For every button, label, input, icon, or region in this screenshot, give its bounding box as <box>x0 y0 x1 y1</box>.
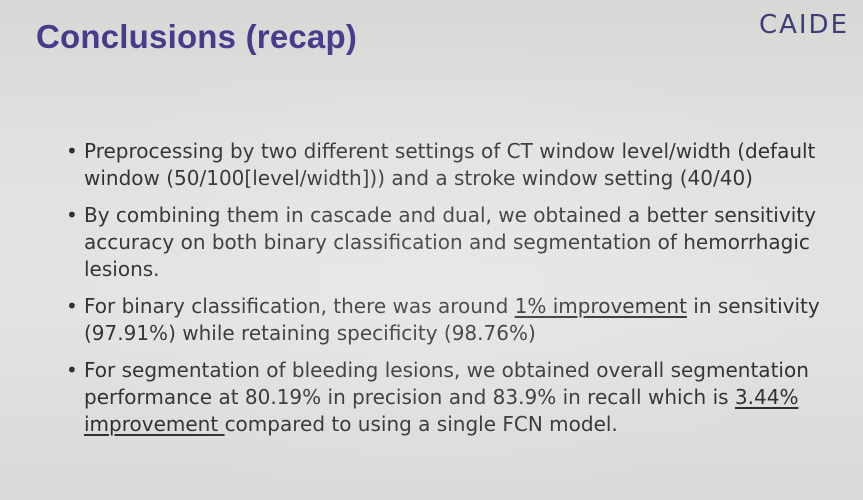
bullet-text: Preprocessing by two different settings … <box>84 139 816 190</box>
bullet-text-before: For binary classification, there was aro… <box>84 294 515 318</box>
bullet-text-after: in sensitivity (97.91%) while retaining … <box>84 294 820 345</box>
slide-title: Conclusions (recap) <box>36 18 358 55</box>
bullet-cascade-dual: By combining them in cascade and dual, w… <box>66 202 826 283</box>
bullet-binary-classification: For binary classification, there was aro… <box>66 293 826 347</box>
bullet-text-after: compared to using a single FCN model. <box>224 412 618 436</box>
caide-logo: CAIDE <box>758 10 849 40</box>
highlight-improvement: 3.44% improvement <box>84 385 799 436</box>
highlight-improvement: 1% improvement <box>514 294 687 318</box>
conclusions-list: Preprocessing by two different settings … <box>66 138 826 448</box>
bullet-preprocessing: Preprocessing by two different settings … <box>66 138 826 192</box>
bullet-segmentation: For segmentation of bleeding lesions, we… <box>66 357 826 438</box>
bullet-text-before: For segmentation of bleeding lesions, we… <box>84 358 809 409</box>
bullet-text: By combining them in cascade and dual, w… <box>84 203 816 281</box>
